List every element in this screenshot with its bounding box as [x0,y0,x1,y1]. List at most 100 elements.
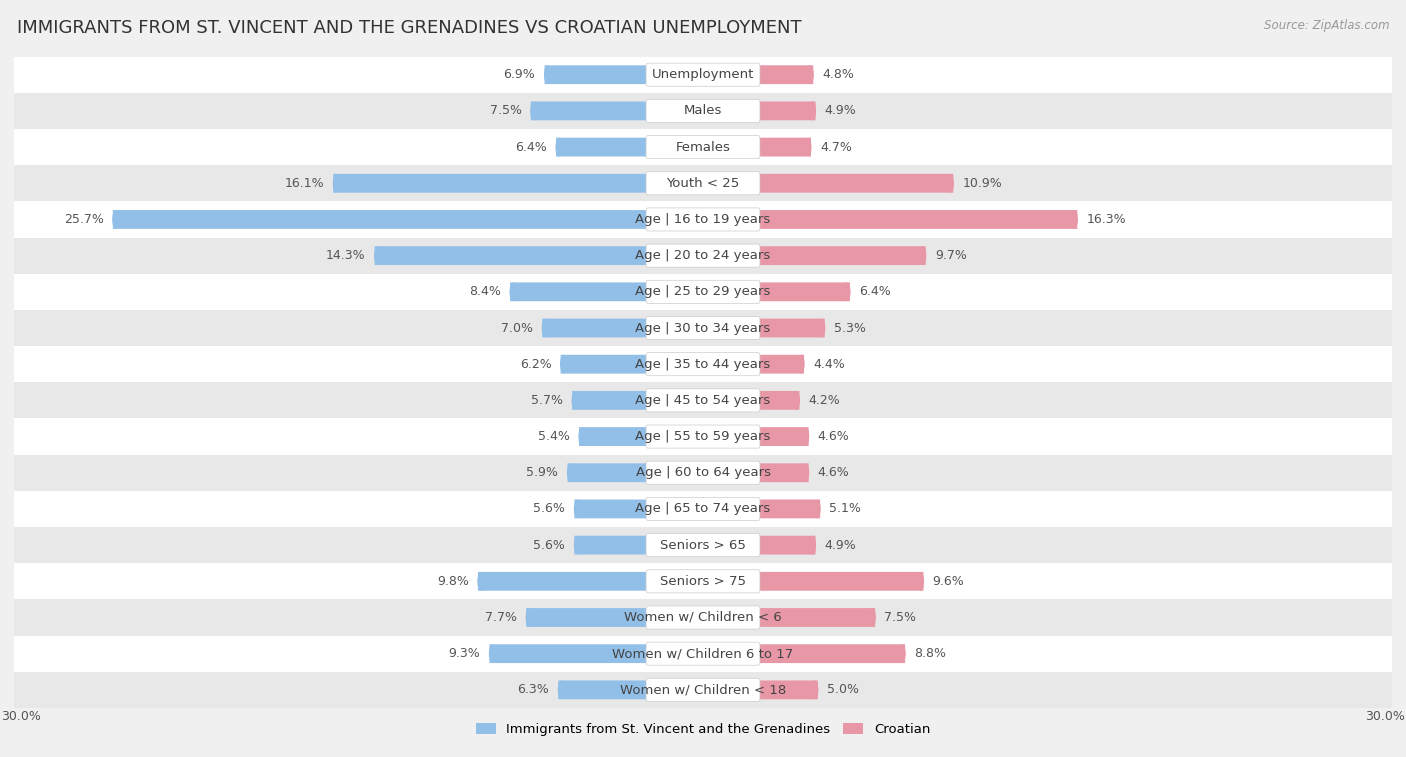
Text: 9.3%: 9.3% [449,647,481,660]
Ellipse shape [574,500,581,519]
Text: Women w/ Children < 6: Women w/ Children < 6 [624,611,782,624]
Text: 4.7%: 4.7% [820,141,852,154]
FancyBboxPatch shape [645,461,761,484]
FancyBboxPatch shape [702,210,1077,229]
Text: 5.9%: 5.9% [526,466,558,479]
Ellipse shape [869,608,876,627]
FancyBboxPatch shape [702,246,925,265]
Text: 5.6%: 5.6% [533,503,565,516]
Text: 9.6%: 9.6% [932,575,965,587]
FancyBboxPatch shape [645,534,761,556]
Text: 5.0%: 5.0% [827,684,859,696]
Bar [14,382,1392,419]
FancyBboxPatch shape [702,644,905,663]
FancyBboxPatch shape [645,570,761,593]
FancyBboxPatch shape [374,246,704,265]
Text: 7.5%: 7.5% [884,611,917,624]
Text: Males: Males [683,104,723,117]
Text: Seniors > 65: Seniors > 65 [659,539,747,552]
FancyBboxPatch shape [544,65,704,84]
Text: Seniors > 75: Seniors > 75 [659,575,747,587]
Bar [14,165,1392,201]
Ellipse shape [574,536,581,555]
FancyBboxPatch shape [645,678,761,702]
Ellipse shape [917,572,924,590]
Text: Age | 55 to 59 years: Age | 55 to 59 years [636,430,770,443]
Bar [14,455,1392,491]
Ellipse shape [578,427,585,446]
Bar [14,600,1392,636]
Bar [14,563,1392,600]
Text: 30.0%: 30.0% [1,710,41,723]
FancyBboxPatch shape [543,319,704,338]
FancyBboxPatch shape [478,572,704,590]
Text: 9.8%: 9.8% [437,575,468,587]
FancyBboxPatch shape [702,681,818,699]
Text: Age | 25 to 29 years: Age | 25 to 29 years [636,285,770,298]
Bar [14,310,1392,346]
Text: Youth < 25: Youth < 25 [666,177,740,190]
Text: 5.4%: 5.4% [538,430,569,443]
FancyBboxPatch shape [558,681,704,699]
Text: Age | 16 to 19 years: Age | 16 to 19 years [636,213,770,226]
Ellipse shape [560,355,567,374]
Ellipse shape [567,463,574,482]
FancyBboxPatch shape [645,136,761,159]
Ellipse shape [571,391,579,410]
Text: 4.8%: 4.8% [823,68,855,81]
Ellipse shape [811,681,818,699]
FancyBboxPatch shape [702,500,820,519]
Text: 6.3%: 6.3% [517,684,550,696]
FancyBboxPatch shape [531,101,704,120]
Text: Unemployment: Unemployment [652,68,754,81]
Ellipse shape [526,608,533,627]
Ellipse shape [808,536,815,555]
FancyBboxPatch shape [702,138,811,157]
FancyBboxPatch shape [561,355,704,374]
Text: 5.3%: 5.3% [834,322,866,335]
FancyBboxPatch shape [555,138,704,157]
Text: 5.7%: 5.7% [531,394,562,407]
FancyBboxPatch shape [702,174,953,193]
Text: Age | 35 to 44 years: Age | 35 to 44 years [636,358,770,371]
FancyBboxPatch shape [702,608,875,627]
Ellipse shape [558,681,565,699]
Text: Source: ZipAtlas.com: Source: ZipAtlas.com [1264,19,1389,32]
Text: 7.0%: 7.0% [501,322,533,335]
FancyBboxPatch shape [645,606,761,629]
FancyBboxPatch shape [702,427,808,446]
FancyBboxPatch shape [702,282,851,301]
Ellipse shape [801,463,810,482]
Bar [14,57,1392,93]
Text: 16.1%: 16.1% [284,177,323,190]
Ellipse shape [946,174,953,193]
Text: Age | 30 to 34 years: Age | 30 to 34 years [636,322,770,335]
FancyBboxPatch shape [702,101,815,120]
Text: Females: Females [675,141,731,154]
FancyBboxPatch shape [702,65,813,84]
Ellipse shape [804,138,811,157]
Bar [14,201,1392,238]
Text: Women w/ Children < 18: Women w/ Children < 18 [620,684,786,696]
Text: 7.7%: 7.7% [485,611,517,624]
Ellipse shape [544,65,551,84]
Ellipse shape [844,282,851,301]
FancyBboxPatch shape [579,427,704,446]
Ellipse shape [541,319,548,338]
Text: 5.1%: 5.1% [830,503,862,516]
Bar [14,491,1392,527]
Ellipse shape [530,101,537,120]
FancyBboxPatch shape [702,572,924,590]
Ellipse shape [555,138,562,157]
FancyBboxPatch shape [333,174,704,193]
FancyBboxPatch shape [645,316,761,340]
FancyBboxPatch shape [645,208,761,231]
FancyBboxPatch shape [645,497,761,521]
Text: 30.0%: 30.0% [1365,710,1405,723]
FancyBboxPatch shape [645,63,761,86]
Ellipse shape [489,644,496,663]
Ellipse shape [478,572,485,590]
FancyBboxPatch shape [645,425,761,448]
Text: 10.9%: 10.9% [963,177,1002,190]
FancyBboxPatch shape [575,500,704,519]
